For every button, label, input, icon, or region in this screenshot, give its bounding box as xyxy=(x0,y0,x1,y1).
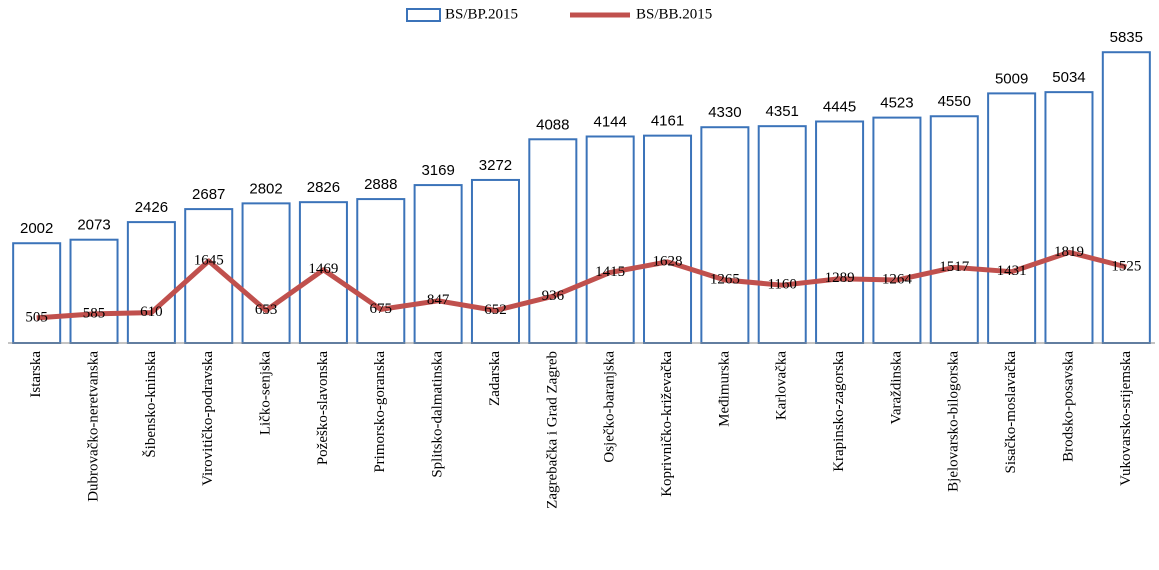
bar-value-label: 4330 xyxy=(708,104,741,121)
line-value-label: 1265 xyxy=(710,271,740,287)
x-tick-label: Sisačko-moslavačka xyxy=(1003,351,1019,474)
x-tick-label: Vukovarsko-srijemska xyxy=(1118,351,1134,486)
bar xyxy=(872,116,922,344)
bar xyxy=(643,134,693,344)
line-value-label: 1819 xyxy=(1054,244,1084,260)
bar-value-label: 5835 xyxy=(1110,29,1143,46)
line-value-label: 1431 xyxy=(997,263,1027,279)
bar-value-label: 2002 xyxy=(20,220,53,237)
x-tick-label: Međimurska xyxy=(716,351,732,427)
legend-swatch xyxy=(406,8,441,22)
x-tick-label: Zadarska xyxy=(487,351,503,406)
x-tick-label: Varaždinska xyxy=(888,351,904,425)
x-tick-label: Dubrovačko-neretvanska xyxy=(85,351,101,502)
bar xyxy=(815,120,865,345)
bar-value-label: 4550 xyxy=(938,93,971,110)
line-value-label: 1289 xyxy=(825,270,855,286)
bar-value-label: 4523 xyxy=(880,95,913,112)
bar-value-label: 2687 xyxy=(192,186,225,203)
bar-value-label: 4445 xyxy=(823,98,856,115)
x-tick-label: Brodsko-posavska xyxy=(1060,351,1076,462)
bar-value-label: 2888 xyxy=(364,176,397,193)
line-value-label: 1645 xyxy=(194,252,224,268)
legend-label: BS/BB.2015 xyxy=(636,6,712,22)
line-value-label: 1628 xyxy=(653,253,683,269)
bar xyxy=(69,238,119,344)
x-tick-label: Zagrebačka i Grad Zagreb xyxy=(544,351,560,509)
line-value-label: 1415 xyxy=(595,264,625,280)
bar xyxy=(987,92,1037,345)
bar xyxy=(413,184,463,344)
bar-value-label: 4161 xyxy=(651,113,684,130)
bar xyxy=(700,126,750,344)
bar xyxy=(585,135,635,344)
bar xyxy=(1101,51,1151,344)
bar xyxy=(470,178,520,344)
bar-value-label: 5009 xyxy=(995,70,1028,87)
bar-value-label: 2802 xyxy=(249,180,282,197)
line-value-label: 585 xyxy=(83,305,106,321)
bar-value-label: 3169 xyxy=(421,162,454,179)
line-value-label: 675 xyxy=(370,301,393,317)
x-tick-label: Ličko-senjska xyxy=(258,351,274,435)
bar xyxy=(528,138,578,344)
x-tick-label: Krapinsko-zagorska xyxy=(831,351,847,472)
x-tick-label: Splitsko-dalmatinska xyxy=(430,351,446,478)
line-value-label: 653 xyxy=(255,302,278,318)
bar xyxy=(356,198,406,344)
bar xyxy=(1044,91,1094,344)
x-tick-label: Šibensko-kninska xyxy=(142,351,159,458)
legend-label: BS/BP.2015 xyxy=(445,6,518,22)
x-tick-label: Istarska xyxy=(28,351,44,398)
bar xyxy=(241,202,291,344)
line-value-label: 1469 xyxy=(308,261,338,277)
line-value-label: 1160 xyxy=(767,277,796,293)
bar xyxy=(12,242,62,345)
line-value-label: 505 xyxy=(25,309,48,325)
line-value-label: 1264 xyxy=(882,271,913,287)
bar-value-label: 5034 xyxy=(1052,69,1085,86)
line-value-label: 1517 xyxy=(939,259,970,275)
bar-value-label: 2426 xyxy=(135,199,168,216)
x-tick-label: Bjelovarsko-bilogorska xyxy=(946,351,962,492)
bar xyxy=(929,115,979,344)
bar-value-label: 4144 xyxy=(593,113,626,130)
bar-value-label: 3272 xyxy=(479,157,512,174)
line-value-label: 610 xyxy=(140,304,163,320)
x-tick-label: Virovitičko-podravska xyxy=(200,351,216,486)
bar xyxy=(757,125,807,344)
line-value-label: 1525 xyxy=(1111,258,1141,274)
x-tick-label: Karlovačka xyxy=(774,351,790,420)
bar-value-label: 4351 xyxy=(766,103,799,120)
x-tick-label: Koprivničko-križevačka xyxy=(659,351,675,497)
line-value-label: 847 xyxy=(427,292,450,308)
x-tick-label: Primorsko-goranska xyxy=(372,351,388,473)
bar xyxy=(126,221,176,345)
line-value-label: 936 xyxy=(542,288,565,304)
bar-value-label: 2073 xyxy=(77,217,110,234)
bar-value-label: 4088 xyxy=(536,116,569,133)
x-tick-label: Osječko-baranjska xyxy=(602,351,618,463)
line xyxy=(36,249,1127,321)
bar-value-label: 2826 xyxy=(307,179,340,196)
line-value-label: 652 xyxy=(484,302,507,318)
x-tick-label: Požeško-slavonska xyxy=(315,351,331,465)
